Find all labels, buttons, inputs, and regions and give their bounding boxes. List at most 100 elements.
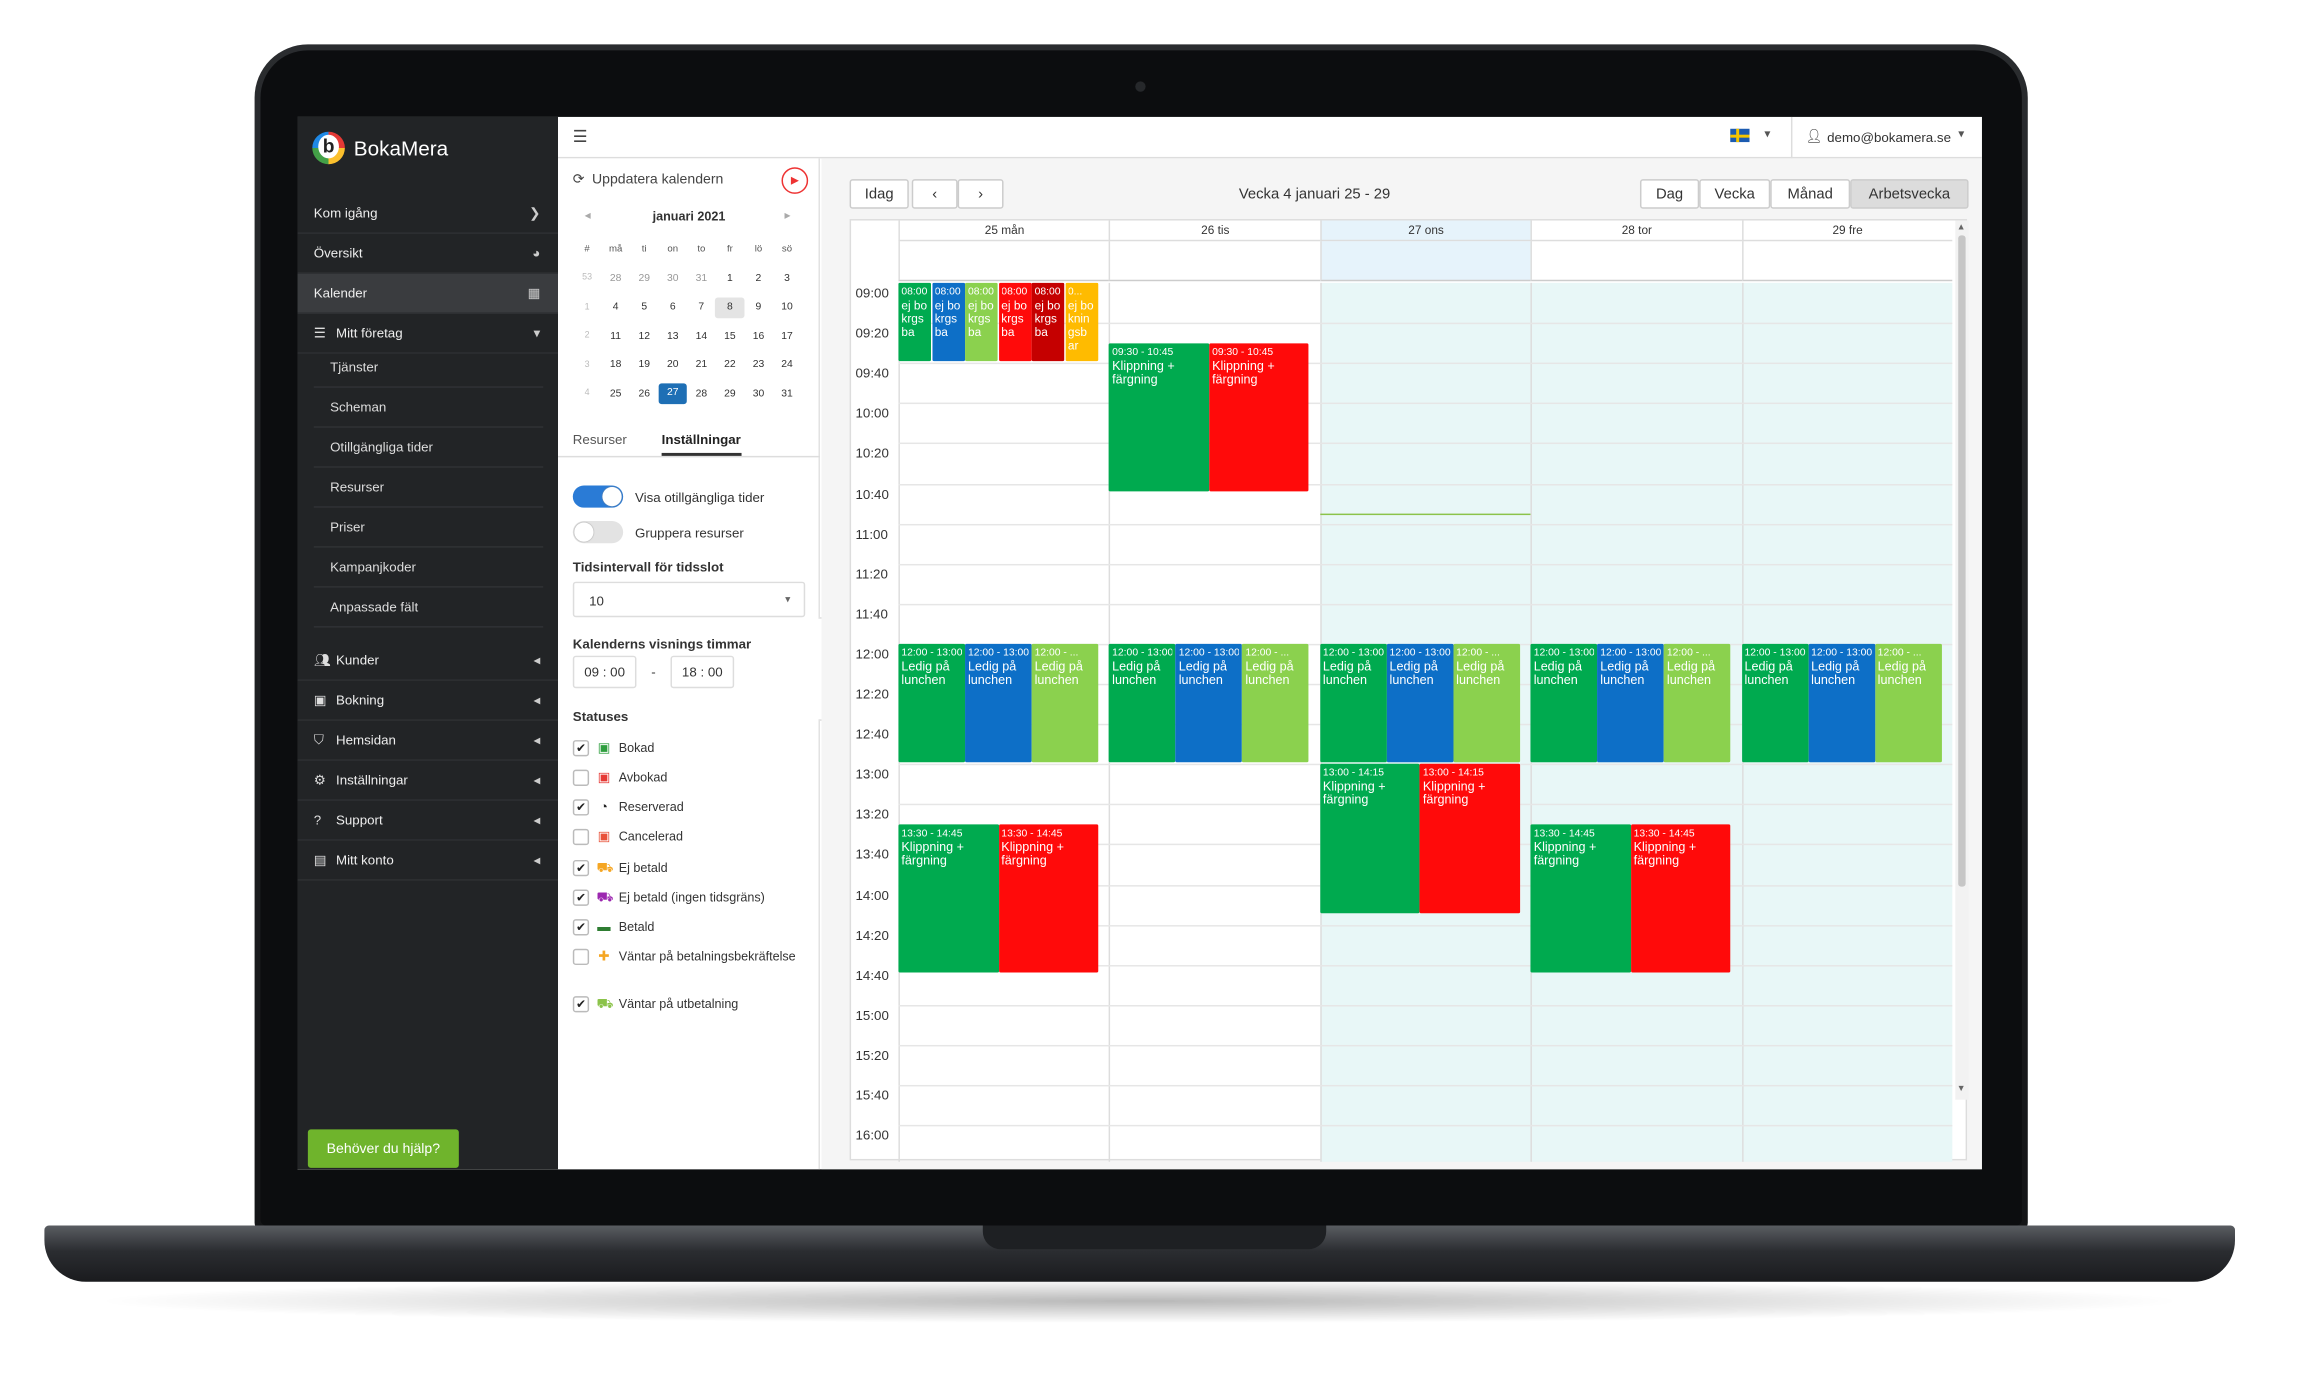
calendar-event[interactable]: 13:30 - 14:45 Klippning + färgning xyxy=(1630,824,1731,974)
sidebar-item-support[interactable]: ? Support ◂ xyxy=(297,801,559,841)
mini-calendar-day[interactable]: 15 xyxy=(724,331,736,342)
help-button[interactable]: Behöver du hjälp? xyxy=(307,1129,459,1168)
interval-select[interactable]: 10 ▾ xyxy=(572,581,806,618)
sidebar-item-hemsidan[interactable]: ⛉ Hemsidan ◂ xyxy=(297,721,559,761)
sidebar-item-kom-igang[interactable]: Kom igång ❯ xyxy=(297,194,559,234)
next-month-icon[interactable]: ▸ xyxy=(784,208,791,223)
day-header[interactable]: 27 ons xyxy=(1319,220,1531,242)
scrollbar-thumb[interactable] xyxy=(1958,235,1966,887)
mini-calendar-day[interactable]: 12 xyxy=(638,331,650,342)
calendar-event[interactable]: 12:00 - 13:00 Ledig på lunchen xyxy=(965,643,1032,763)
scroll-down-icon[interactable]: ▼ xyxy=(1956,1084,1966,1094)
calendar-event[interactable]: 13:00 - 14:15 Klippning + färgning xyxy=(1319,764,1420,913)
status-item[interactable]: ✔ ◔ Reserverad xyxy=(572,799,810,816)
calendar-event[interactable]: 12:00 - ... Ledig på lunchen xyxy=(1874,643,1942,763)
mini-calendar-day[interactable]: 20 xyxy=(667,360,679,371)
status-item[interactable]: ✔ ▣ Bokad xyxy=(572,740,810,757)
calendar-event[interactable]: 12:00 - 13:00 Ledig på lunchen xyxy=(1386,643,1454,763)
calendar-event[interactable]: 13:30 - 14:45 Klippning + färgning xyxy=(998,824,1099,974)
view-day-button[interactable]: Dag xyxy=(1639,179,1700,209)
calendar-event[interactable]: 12:00 - ... Ledig på lunchen xyxy=(1663,643,1731,763)
hours-to-input[interactable]: 18 : 00 xyxy=(670,655,735,689)
mini-calendar-day[interactable]: 23 xyxy=(752,360,765,371)
calendar-event[interactable]: 12:00 - 13:00 Ledig på lunchen xyxy=(898,643,966,763)
status-item[interactable]: ▣ Avbokad xyxy=(572,769,810,786)
calendar-event[interactable]: 08:00 ej bokrgsba xyxy=(1031,282,1065,362)
mini-calendar-day[interactable]: 14 xyxy=(695,331,708,342)
mini-calendar-day[interactable]: 10 xyxy=(781,302,793,313)
mini-calendar-day[interactable]: 16 xyxy=(752,331,765,342)
all-day-cell[interactable] xyxy=(898,241,1110,282)
mini-calendar-day[interactable]: 22 xyxy=(724,360,736,371)
language-caret-icon[interactable]: ▾ xyxy=(1764,127,1771,141)
sidebar-item-oversikt[interactable]: Översikt ◕ xyxy=(297,234,559,274)
status-item[interactable]: ✚ Väntar på betalningsbekräftelse xyxy=(572,948,810,966)
sidebar-subitem-resurser[interactable]: Resurser xyxy=(313,468,544,508)
view-workweek-button[interactable]: Arbetsvecka xyxy=(1850,179,1969,209)
sidebar-item-installningar[interactable]: ⚙ Inställningar ◂ xyxy=(297,761,559,801)
prev-month-icon[interactable]: ◂ xyxy=(584,208,591,223)
sidebar-subitem-anpassade-falt[interactable]: Anpassade fält xyxy=(313,588,544,628)
calendar-event[interactable]: 12:00 - 13:00 Ledig på lunchen xyxy=(1175,643,1243,763)
hours-from-input[interactable]: 09 : 00 xyxy=(572,655,637,689)
sidebar-subitem-tjanster[interactable]: Tjänster xyxy=(313,348,544,388)
mini-calendar-day[interactable]: 3 xyxy=(784,273,790,284)
calendar-event[interactable]: 12:00 - 13:00 Ledig på lunchen xyxy=(1530,643,1598,763)
calendar-event[interactable]: 12:00 - 13:00 Ledig på lunchen xyxy=(1741,643,1809,763)
prev-week-button[interactable]: ‹ xyxy=(911,179,958,209)
mini-calendar-day[interactable]: 1 xyxy=(726,273,733,284)
mini-calendar-day[interactable]: 19 xyxy=(638,360,650,371)
tab-resurser[interactable]: Resurser xyxy=(572,432,627,447)
mini-calendar-day[interactable]: 5 xyxy=(641,302,648,313)
calendar-event[interactable]: 0... ej boknin gsb ar xyxy=(1064,282,1098,362)
calendar-event[interactable]: 08:00 ej bokrgsba xyxy=(965,282,998,362)
calendar-event[interactable]: 12:00 - ... Ledig på lunchen xyxy=(1453,643,1520,763)
calendar-scrollbar[interactable]: ▲ ▼ xyxy=(1955,220,1969,1100)
all-day-cell[interactable] xyxy=(1319,241,1531,282)
calendar-event[interactable]: 12:00 - ... Ledig på lunchen xyxy=(1242,643,1310,763)
mini-calendar-day[interactable]: 30 xyxy=(752,388,765,400)
status-checkbox[interactable]: ✔ xyxy=(572,859,590,877)
mini-calendar-day[interactable]: 27 xyxy=(658,383,688,405)
update-calendar-button[interactable]: ⟳ Uppdatera kalendern xyxy=(573,172,724,188)
mini-calendar-day[interactable]: 21 xyxy=(695,360,708,371)
today-button[interactable]: Idag xyxy=(849,179,909,209)
sidebar-item-kunder[interactable]: 👥︎ Kunder ◂ xyxy=(297,641,559,681)
all-day-cell[interactable] xyxy=(1109,241,1320,282)
mini-calendar-day[interactable]: 24 xyxy=(781,360,793,371)
status-checkbox[interactable]: ✔ xyxy=(572,799,590,816)
status-item[interactable]: ✔ ⛟ Väntar på utbetalning xyxy=(572,996,810,1014)
mini-calendar-day[interactable]: 7 xyxy=(698,302,705,313)
mini-calendar-day[interactable]: 29 xyxy=(638,273,650,284)
user-menu[interactable]: 👤︎ demo@bokamera.se xyxy=(1806,129,1951,145)
mini-calendar-day[interactable]: 26 xyxy=(638,388,650,400)
view-week-button[interactable]: Vecka xyxy=(1699,179,1771,209)
sidebar-subitem-kampanjkoder[interactable]: Kampanjkoder xyxy=(313,548,544,588)
mini-calendar-day[interactable]: 17 xyxy=(781,331,793,342)
toggle-show-unavailable[interactable] xyxy=(572,485,624,508)
calendar-event[interactable]: 08:00 ej bokrgsba xyxy=(898,282,932,362)
youtube-icon[interactable]: ▶ xyxy=(781,167,809,194)
sidebar-item-bokning[interactable]: ▣ Bokning ◂ xyxy=(297,681,559,721)
mini-calendar-day[interactable]: 25 xyxy=(609,388,622,400)
mini-calendar-day[interactable]: 31 xyxy=(781,388,793,400)
tab-installningar[interactable]: Inställningar xyxy=(661,432,741,456)
status-item[interactable]: ▣ Cancelerad xyxy=(572,828,810,846)
sidebar-subitem-otillgangliga-tider[interactable]: Otillgängliga tider xyxy=(313,428,544,468)
mini-calendar-day[interactable]: 29 xyxy=(724,388,736,400)
mini-calendar-day[interactable]: 28 xyxy=(695,388,708,400)
calendar-event[interactable]: 12:00 - 13:00 Ledig på lunchen xyxy=(1808,643,1875,763)
sidebar-item-mitt-konto[interactable]: ▤ Mitt konto ◂ xyxy=(297,841,559,881)
calendar-event[interactable]: 13:30 - 14:45 Klippning + färgning xyxy=(898,824,999,974)
status-checkbox[interactable]: ✔ xyxy=(572,919,590,936)
calendar-event[interactable]: 09:30 - 10:45 Klippning + färgning xyxy=(1109,342,1210,492)
calendar-event[interactable]: 12:00 - ... Ledig på lunchen xyxy=(1031,643,1099,763)
day-header[interactable]: 25 mån xyxy=(898,220,1110,242)
status-checkbox[interactable]: ✔ xyxy=(572,996,590,1013)
all-day-cell[interactable] xyxy=(1530,241,1742,282)
calendar-event[interactable]: 09:30 - 10:45 Klippning + färgning xyxy=(1209,342,1310,492)
calendar-event[interactable]: 08:00 ej bokrgsba xyxy=(998,282,1031,362)
mini-calendar-day[interactable]: 13 xyxy=(667,331,679,342)
calendar-event[interactable]: 12:00 - 13:00 Ledig på lunchen xyxy=(1597,643,1664,763)
mini-calendar-day[interactable]: 9 xyxy=(755,302,762,313)
